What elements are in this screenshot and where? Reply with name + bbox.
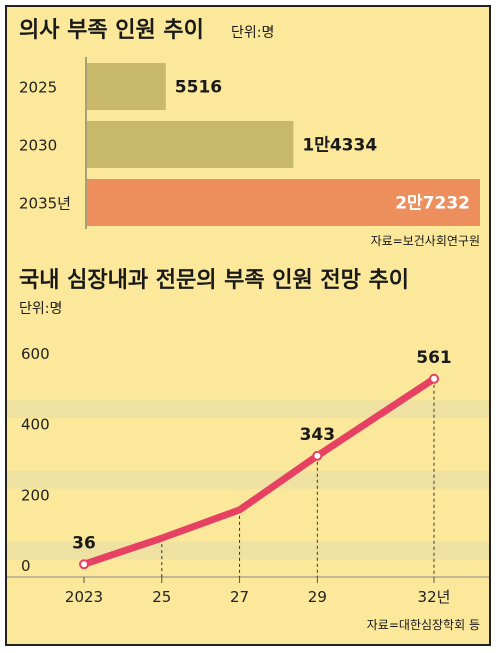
- y-tick-label-3: 600: [21, 345, 50, 363]
- y-tick-label-0: 0: [21, 557, 31, 575]
- x-tick-label-4: 32년: [418, 588, 451, 606]
- bar-0: [87, 63, 166, 110]
- line-chart-unit: 단위:명: [19, 301, 62, 317]
- data-label-4: 561: [416, 348, 452, 368]
- bar-chart-title: 의사 부족 인원 추이: [19, 18, 204, 43]
- x-tick-label-0: 2023: [65, 588, 103, 606]
- data-point-4: [429, 373, 439, 384]
- data-label-0: 36: [72, 533, 96, 553]
- bar-category-label-0: 2025: [19, 79, 57, 97]
- bar-1: [87, 121, 294, 168]
- grid-band-2: [7, 400, 489, 418]
- data-point-3: [312, 450, 323, 461]
- line-chart-source: 자료=대한심장학회 등: [367, 618, 480, 632]
- bar-chart: 2025 5516 2030 1만4334 2035년 2만7232: [19, 57, 480, 229]
- bar-value-label-0: 5516: [175, 78, 222, 98]
- bar-category-label-1: 2030: [19, 137, 57, 155]
- y-tick-label-2: 400: [21, 416, 50, 434]
- line-chart: 0 200 400 600 2023 25 27 29 32년 36 343 561: [7, 345, 489, 606]
- bar-chart-unit: 단위:명: [231, 25, 274, 41]
- bar-value-label-2: 2만7232: [395, 194, 470, 214]
- x-tick-label-3: 29: [308, 588, 327, 606]
- bar-category-label-2: 2035년: [19, 195, 71, 213]
- bar-chart-source: 자료=보건사회연구원: [371, 234, 480, 248]
- infographic-panel: 의사 부족 인원 추이 단위:명 2025 5516 2030 1만4334 2035년…: [5, 5, 491, 646]
- x-tick-label-2: 27: [230, 588, 249, 606]
- infographic-svg: 의사 부족 인원 추이 단위:명 2025 5516 2030 1만4334 2035년…: [7, 18, 489, 632]
- y-tick-label-1: 200: [21, 486, 50, 504]
- data-label-3: 343: [300, 425, 336, 445]
- series-line: [80, 375, 438, 568]
- data-point-0: [79, 559, 89, 570]
- x-tick-label-1: 25: [152, 588, 171, 606]
- bar-2: [87, 179, 480, 226]
- bar-value-label-1: 1만4334: [302, 136, 377, 156]
- grid-band-1: [7, 471, 489, 489]
- line-chart-title: 국내 심장내과 전문의 부족 인원 전망 추이: [19, 268, 409, 293]
